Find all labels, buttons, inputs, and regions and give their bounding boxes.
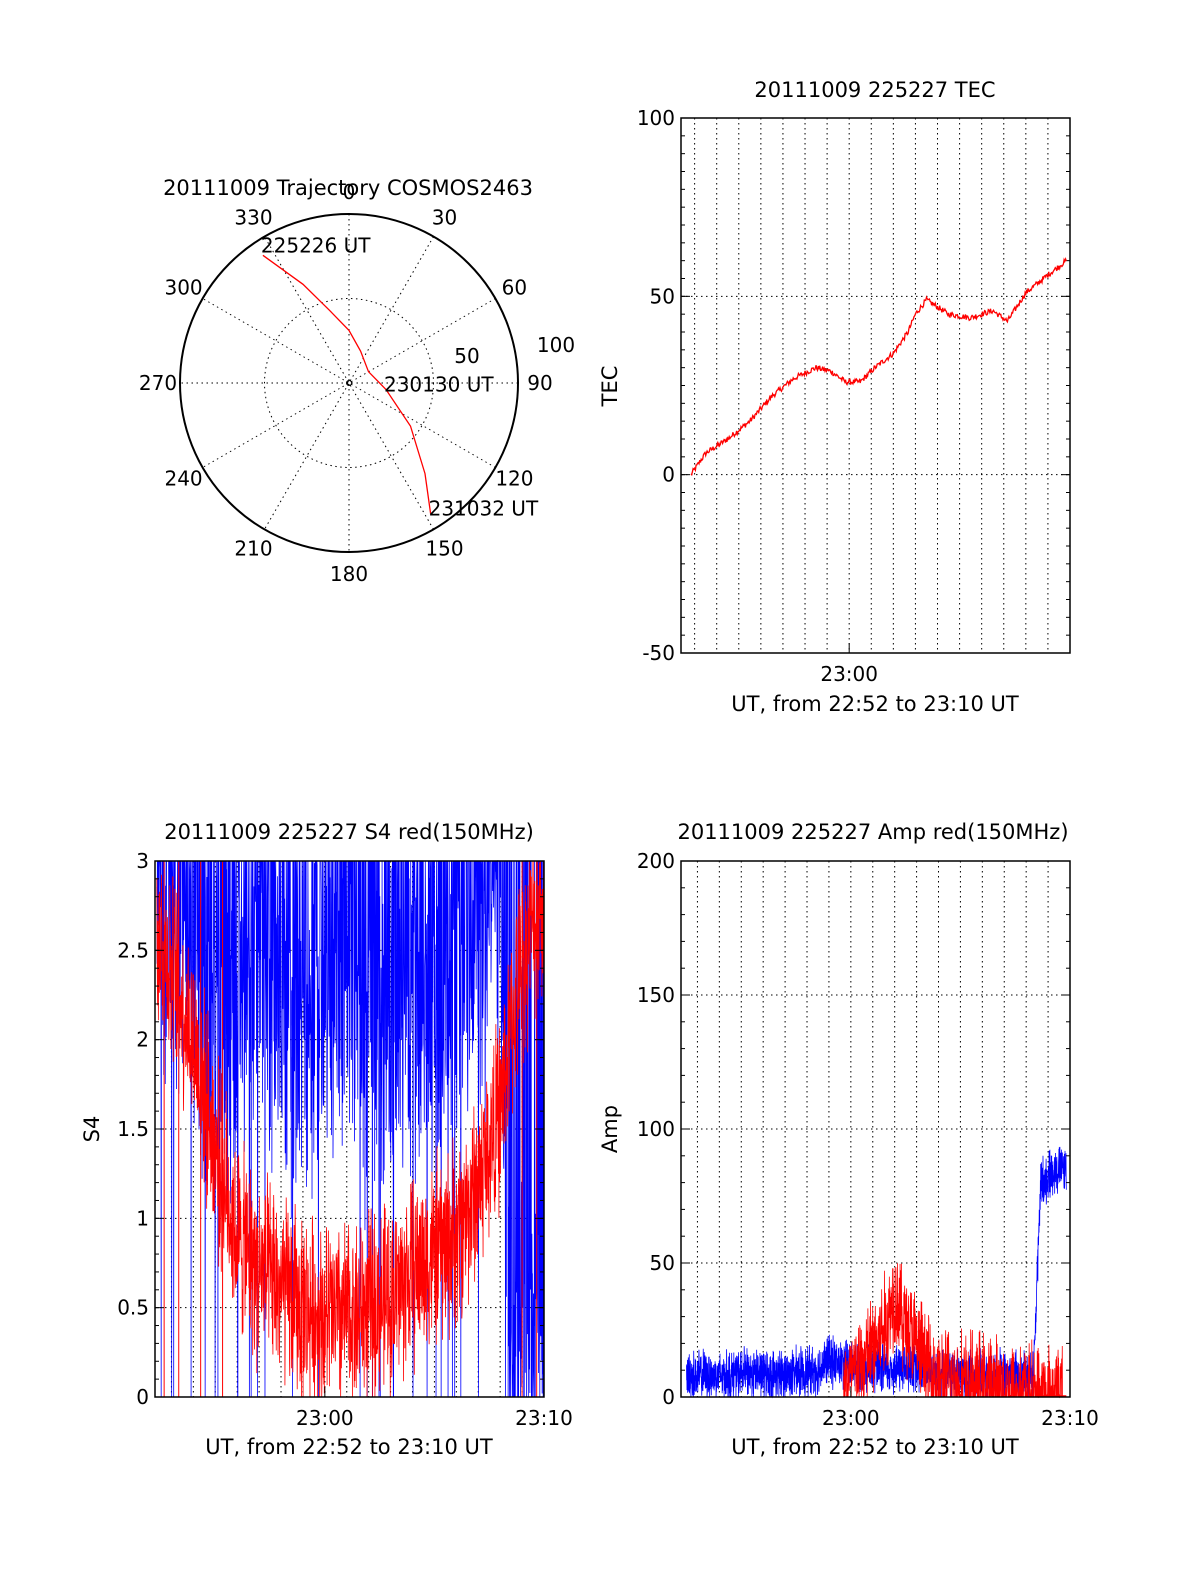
amp-y-ticks: 0 50 100 150 200	[637, 849, 1070, 1409]
polar-angle-label-240: 240	[164, 467, 202, 491]
polar-annotation-3: 231032 UT	[429, 497, 539, 521]
polar-annotation-1: 225226 UT	[261, 233, 371, 257]
ytick-label: 0	[136, 1385, 149, 1409]
amp-chart: 20111009 225227 Amp red(150MHz) 0 50 100 15…	[598, 820, 1099, 1459]
polar-angle-labels: 0 30 60 90 120 150 180 210 240 270 300 330	[139, 180, 553, 586]
s4-red-series	[156, 860, 545, 1398]
tec-grid	[681, 118, 1070, 653]
s4-y-axis-label: S4	[80, 1116, 104, 1143]
tec-y-axis-label: TEC	[598, 366, 622, 408]
polar-angle-label-270: 270	[139, 371, 177, 395]
polar-center-marker	[346, 380, 352, 386]
s4-x-axis-label: UT, from 22:52 to 23:10 UT	[205, 1435, 493, 1459]
xtick-label: 23:10	[515, 1406, 573, 1430]
amp-y-axis-label: Amp	[598, 1105, 622, 1153]
polar-angle-label-90: 90	[527, 371, 552, 395]
ytick-label: 150	[637, 983, 675, 1007]
ytick-label: 50	[650, 284, 675, 308]
tec-x-axis-label: UT, from 22:52 to 23:10 UT	[731, 692, 1019, 716]
ytick-label: 100	[637, 1117, 675, 1141]
polar-angle-label-60: 60	[502, 276, 527, 300]
ytick-label: 0	[662, 1385, 675, 1409]
ytick-label: 200	[637, 849, 675, 873]
polar-angle-label-30: 30	[432, 206, 457, 230]
ytick-label: -50	[642, 641, 675, 665]
amp-title: 20111009 225227 Amp red(150MHz)	[677, 820, 1068, 844]
s4-chart: 20111009 225227 S4 red(150MHz) 0 0.5 1 1.5 2…	[80, 820, 573, 1459]
polar-spoke-60	[202, 298, 496, 468]
tec-x-ticks: 23:00	[820, 643, 878, 686]
ytick-label: 2.5	[117, 938, 149, 962]
polar-spokes	[180, 214, 518, 552]
ytick-label: 1.5	[117, 1117, 149, 1141]
polar-angle-label-210: 210	[234, 536, 272, 560]
ytick-label: 1	[136, 1206, 149, 1230]
polar-radial-label-100: 100	[537, 333, 575, 357]
polar-spoke-30	[264, 236, 434, 530]
polar-title: 20111009 Trajectory COSMOS2463	[163, 176, 533, 200]
ytick-label: 2	[136, 1028, 149, 1052]
tec-title: 20111009 225227 TEC	[754, 78, 995, 102]
polar-radial-label-50: 50	[454, 344, 479, 368]
ytick-label: 0	[662, 463, 675, 487]
xtick-label: 23:00	[820, 662, 878, 686]
polar-annotations: 225226 UT 230130 UT 231032 UT	[261, 233, 539, 520]
polar-angle-label-150: 150	[425, 536, 463, 560]
tec-series-line	[690, 256, 1067, 477]
polar-angle-label-330: 330	[234, 206, 272, 230]
polar-angle-label-300: 300	[164, 276, 202, 300]
xtick-label: 23:00	[296, 1406, 354, 1430]
series-trace	[156, 860, 545, 1398]
xtick-label: 23:10	[1041, 1406, 1099, 1430]
ytick-label: 0.5	[117, 1296, 149, 1320]
series-trace	[843, 1263, 1063, 1399]
ytick-label: 100	[637, 106, 675, 130]
amp-red-series	[843, 1263, 1067, 1399]
polar-spoke-150	[264, 236, 434, 530]
s4-title: 20111009 225227 S4 red(150MHz)	[164, 820, 534, 844]
polar-angle-label-0: 0	[343, 180, 356, 204]
xtick-label: 23:00	[822, 1406, 880, 1430]
amp-x-ticks: 23:00 23:10	[822, 1387, 1099, 1430]
tec-y-ticks: -50 0 50 100	[637, 106, 1070, 665]
polar-angle-label-180: 180	[330, 562, 368, 586]
s4-x-ticks: 23:00 23:10	[296, 1387, 573, 1430]
polar-inner-circle	[264, 298, 434, 468]
trajectory-polar-plot: 20111009 Trajectory COSMOS2463 0 30 60 90 12…	[139, 176, 575, 586]
tec-frame	[680, 117, 1071, 654]
ytick-label: 3	[136, 849, 149, 873]
polar-angle-label-120: 120	[495, 467, 533, 491]
polar-annotation-2: 230130 UT	[384, 373, 494, 397]
amp-x-axis-label: UT, from 22:52 to 23:10 UT	[731, 1435, 1019, 1459]
ytick-label: 50	[650, 1251, 675, 1275]
polar-trajectory-line	[262, 254, 432, 514]
s4-y-ticks: 0 0.5 1 1.5 2 2.5 3	[117, 849, 544, 1409]
polar-spoke-120	[202, 298, 496, 468]
